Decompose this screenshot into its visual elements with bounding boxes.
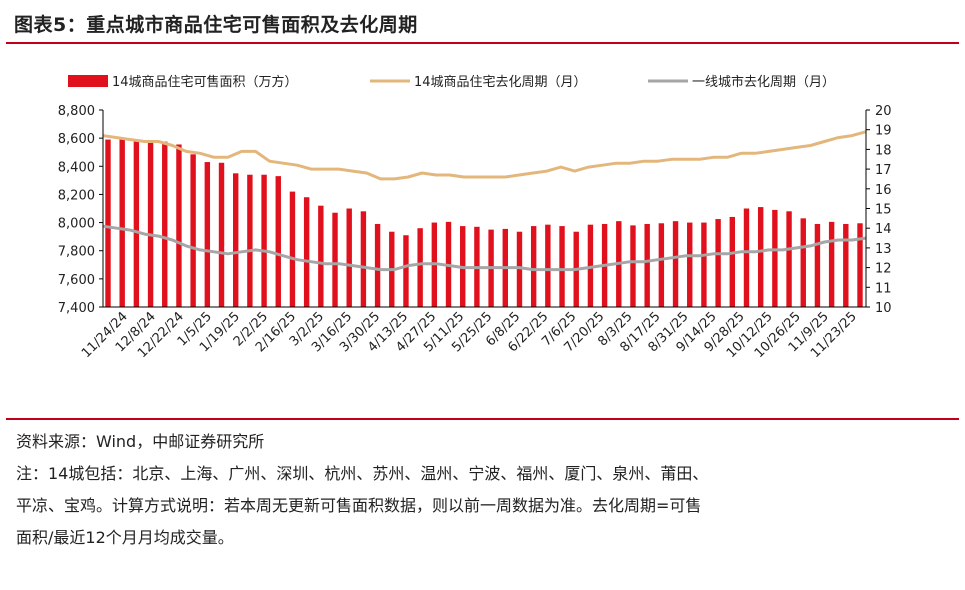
- left-tick-label: 8,200: [58, 188, 95, 203]
- chart-area: 14城商品住宅可售面积（万方） 14城商品住宅去化周期（月） 一线城市去化周期（月）…: [58, 74, 892, 361]
- bar: [715, 219, 721, 307]
- source-text: 资料来源：Wind，中邮证券研究所: [16, 432, 265, 451]
- bar: [800, 218, 806, 307]
- legend-label-bars: 14城商品住宅可售面积（万方）: [112, 74, 298, 90]
- bar: [814, 223, 821, 307]
- top-rule: [6, 42, 959, 44]
- right-tick-label: 16: [875, 183, 892, 198]
- right-tick-label: 17: [875, 163, 892, 178]
- bar: [275, 176, 281, 307]
- left-tick-label: 8,600: [58, 132, 95, 147]
- bottom-rule: [6, 418, 959, 420]
- bar: [417, 228, 423, 307]
- bar: [545, 224, 551, 307]
- note-line-1: 注：14城包括：北京、上海、广州、深圳、杭州、苏州、温州、宁波、福州、厦门、泉州…: [16, 464, 709, 483]
- right-tick-label: 10: [875, 301, 892, 316]
- bar: [162, 141, 168, 307]
- bar: [403, 235, 409, 307]
- bar: [374, 223, 381, 307]
- right-tick-label: 18: [875, 143, 892, 158]
- line-tier1-destock: [102, 224, 867, 272]
- note-line-3: 面积/最近12个月月均成交量。: [16, 528, 234, 547]
- bar: [303, 197, 310, 307]
- right-tick-label: 20: [875, 104, 892, 119]
- bar: [772, 209, 778, 307]
- legend-label-tier1: 一线城市去化周期（月）: [692, 74, 835, 90]
- line-14city-destock: [102, 130, 867, 181]
- left-tick-label: 8,400: [58, 160, 95, 175]
- bar: [857, 223, 863, 307]
- right-tick-label: 12: [875, 262, 892, 277]
- bar-series: [105, 139, 863, 307]
- bar: [233, 173, 239, 307]
- left-tick-label: 7,400: [58, 301, 95, 316]
- bar: [530, 226, 537, 307]
- bar: [119, 139, 125, 307]
- bar: [289, 191, 296, 307]
- bar: [332, 212, 338, 307]
- bar: [247, 174, 253, 307]
- bar: [261, 174, 267, 307]
- chart-title: 图表5：重点城市商品住宅可售面积及去化周期: [14, 14, 418, 36]
- line-series: [102, 130, 867, 272]
- right-tick-label: 14: [875, 222, 892, 237]
- legend-swatch-bars: [68, 75, 108, 87]
- bar: [105, 139, 111, 307]
- left-tick-label: 8,800: [58, 104, 95, 119]
- bar: [318, 205, 324, 307]
- bar: [516, 231, 523, 307]
- bar: [729, 216, 735, 307]
- bar: [630, 225, 636, 307]
- notes: 资料来源：Wind，中邮证券研究所 注：14城包括：北京、上海、广州、深圳、杭州…: [16, 426, 951, 554]
- legend: 14城商品住宅可售面积（万方） 14城商品住宅去化周期（月） 一线城市去化周期（月）: [68, 74, 835, 90]
- right-tick-label: 15: [875, 203, 892, 218]
- bar: [687, 222, 693, 307]
- note-line-2: 平凉、宝鸡。计算方式说明：若本周无更新可售面积数据，则以前一周数据为准。去化周期…: [16, 496, 702, 515]
- right-tick-label: 11: [875, 281, 892, 296]
- bar: [701, 222, 707, 307]
- bar: [757, 207, 764, 307]
- bar: [644, 223, 650, 307]
- bar: [204, 162, 211, 307]
- bar: [743, 208, 750, 307]
- bar: [176, 144, 182, 307]
- right-tick-label: 13: [875, 242, 892, 257]
- bar: [786, 211, 792, 307]
- left-tick-label: 7,600: [58, 273, 95, 288]
- left-tick-label: 8,000: [58, 217, 95, 232]
- bar: [658, 223, 665, 307]
- bar: [133, 140, 140, 307]
- bar: [218, 162, 225, 307]
- bar: [147, 140, 154, 307]
- right-tick-label: 19: [875, 124, 892, 139]
- legend-label-14city: 14城商品住宅去化周期（月）: [414, 75, 587, 90]
- bar: [360, 211, 367, 307]
- bar: [828, 221, 835, 307]
- bar: [843, 223, 849, 307]
- bar: [672, 221, 679, 307]
- bar: [190, 154, 196, 307]
- bar: [346, 208, 352, 307]
- bar: [559, 226, 565, 307]
- left-tick-label: 7,800: [58, 245, 95, 260]
